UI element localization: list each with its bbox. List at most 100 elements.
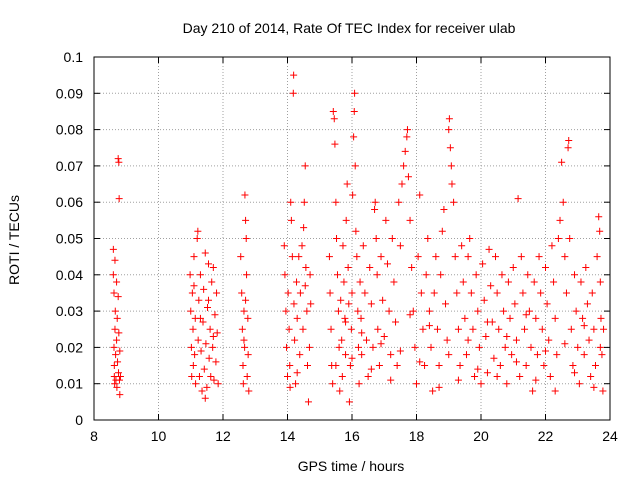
data-point	[190, 282, 198, 290]
data-point	[194, 227, 202, 235]
data-point	[198, 387, 206, 395]
data-point	[359, 242, 367, 250]
data-point	[519, 289, 527, 297]
data-point	[296, 351, 304, 359]
data-point	[201, 394, 209, 402]
y-tick-label: 0.01	[56, 376, 83, 392]
data-point	[110, 289, 118, 297]
data-point	[396, 347, 404, 355]
data-point	[577, 278, 585, 286]
data-point	[435, 362, 443, 370]
data-point	[338, 336, 346, 344]
data-point	[461, 314, 469, 322]
data-point	[238, 289, 246, 297]
data-point	[562, 289, 570, 297]
x-tick-label: 22	[538, 428, 554, 444]
data-point	[115, 369, 123, 377]
data-point	[213, 329, 221, 337]
data-point	[214, 380, 222, 388]
data-point	[387, 351, 395, 359]
data-point	[445, 115, 453, 123]
data-point	[373, 271, 381, 279]
data-point	[375, 362, 383, 370]
data-point	[599, 387, 607, 395]
data-point	[464, 253, 472, 261]
data-point	[326, 289, 334, 297]
data-point	[504, 278, 512, 286]
data-point	[191, 351, 199, 359]
data-point	[329, 380, 337, 388]
data-point	[341, 314, 349, 322]
data-points	[109, 71, 608, 406]
data-point	[295, 253, 303, 261]
data-point	[558, 158, 566, 166]
data-point	[284, 372, 291, 380]
y-tick-label: 0.04	[56, 267, 83, 283]
data-point	[409, 307, 417, 315]
data-point	[546, 372, 554, 380]
y-tick-label: 0.08	[56, 122, 83, 138]
data-point	[421, 362, 429, 370]
data-point	[212, 358, 220, 366]
data-point	[241, 191, 249, 199]
data-point	[355, 380, 363, 388]
data-point	[287, 198, 295, 206]
data-point	[189, 362, 197, 370]
data-point	[244, 351, 252, 359]
data-point	[480, 296, 488, 304]
data-point	[298, 242, 306, 250]
data-point	[598, 351, 606, 359]
data-point	[347, 325, 355, 333]
data-point	[425, 322, 433, 330]
data-point	[189, 325, 197, 333]
chart-title: Day 210 of 2014, Rate Of TEC Index for r…	[183, 20, 516, 36]
data-point	[115, 329, 123, 337]
data-point	[345, 300, 353, 308]
data-point	[342, 351, 350, 359]
data-point	[456, 362, 464, 370]
data-point	[596, 278, 604, 286]
data-point	[200, 365, 208, 373]
data-point	[427, 343, 435, 351]
data-point	[241, 343, 249, 351]
data-point	[440, 205, 448, 213]
data-point	[446, 144, 454, 152]
data-point	[188, 372, 196, 380]
data-point	[556, 216, 564, 224]
data-point	[333, 235, 341, 242]
data-point	[387, 376, 395, 384]
data-point	[293, 278, 301, 286]
data-point	[448, 180, 456, 188]
data-point	[512, 336, 520, 344]
data-point	[472, 271, 480, 279]
data-point	[512, 358, 520, 366]
data-point	[458, 242, 466, 250]
data-point	[114, 155, 122, 163]
data-point	[567, 325, 575, 333]
data-point	[483, 318, 491, 326]
data-point	[385, 307, 393, 315]
data-point	[300, 198, 308, 206]
data-point	[591, 362, 599, 370]
data-point	[487, 282, 495, 290]
y-tick-label: 0.02	[56, 339, 83, 355]
data-point	[114, 293, 122, 301]
data-point	[416, 191, 424, 199]
data-point	[352, 227, 360, 235]
data-point	[305, 343, 313, 351]
data-point	[186, 271, 194, 279]
data-point	[532, 376, 540, 384]
data-point	[588, 289, 596, 297]
data-point	[113, 278, 121, 286]
data-point	[204, 296, 212, 304]
data-point	[290, 300, 298, 308]
data-point	[482, 333, 490, 341]
data-point	[466, 235, 474, 242]
data-point	[419, 325, 427, 333]
data-point	[242, 235, 250, 242]
data-point	[392, 318, 400, 326]
data-point	[334, 307, 342, 315]
data-point	[388, 235, 396, 242]
data-point	[332, 362, 340, 370]
data-point	[493, 372, 501, 380]
